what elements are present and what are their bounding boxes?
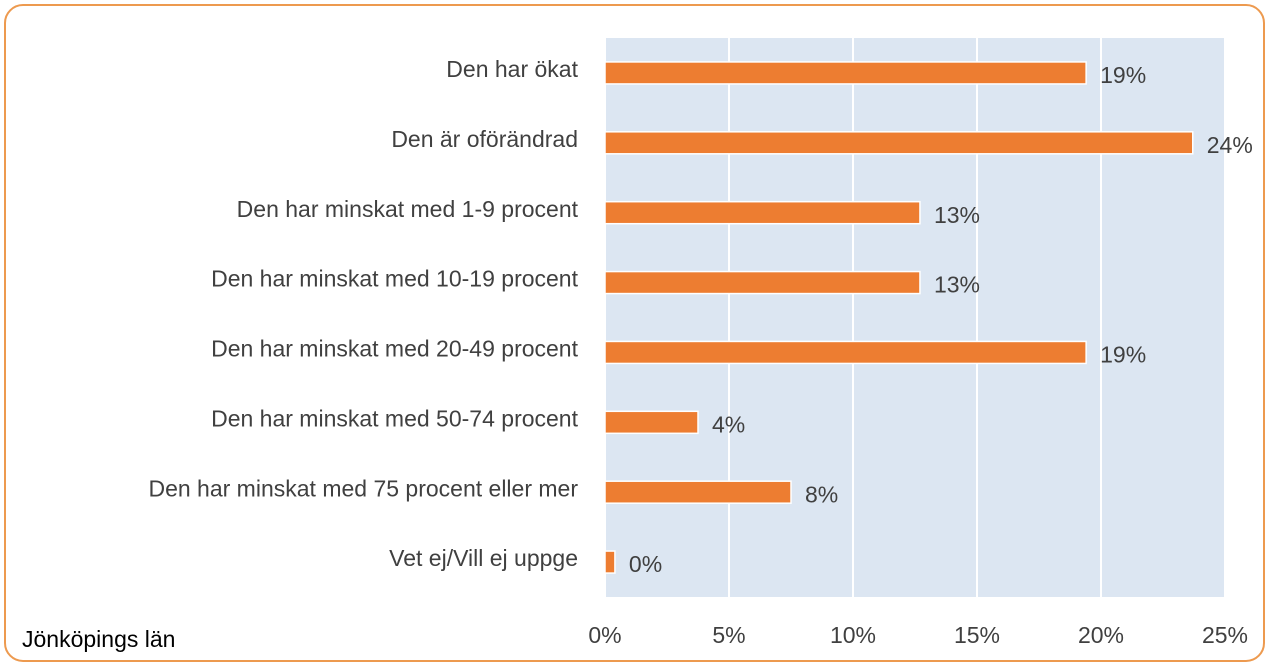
data-label: 13% xyxy=(934,272,980,298)
bar xyxy=(604,61,1087,85)
x-tick-label: 5% xyxy=(712,622,745,648)
data-label: 0% xyxy=(629,551,662,577)
plot-area xyxy=(605,38,1225,597)
y-tick-label: Vet ej/Vill ej uppge xyxy=(389,545,578,571)
y-tick-label: Den är oförändrad xyxy=(391,126,578,152)
data-label: 13% xyxy=(934,202,980,228)
data-label: 8% xyxy=(805,481,838,507)
bar xyxy=(604,270,921,295)
data-label: 19% xyxy=(1100,62,1146,88)
bar xyxy=(604,340,1087,365)
x-tick-label: 20% xyxy=(1078,622,1124,648)
y-tick-label: Den har minskat med 1-9 procent xyxy=(237,196,579,222)
y-tick-label: Den har minskat med 50-74 procent xyxy=(211,405,579,431)
bar xyxy=(604,480,792,504)
data-label: 24% xyxy=(1207,132,1253,158)
x-tick-label: 15% xyxy=(954,622,1000,648)
x-tick-label: 25% xyxy=(1202,622,1248,648)
bar xyxy=(604,131,1194,155)
bar xyxy=(604,550,616,574)
footnote: Jönköpings län xyxy=(22,626,175,652)
y-tick-label: Den har minskat med 75 procent eller mer xyxy=(148,475,578,501)
x-tick-label: 0% xyxy=(588,622,621,648)
data-label: 19% xyxy=(1100,342,1146,368)
y-tick-label: Den har minskat med 20-49 procent xyxy=(211,336,579,362)
x-tick-label: 10% xyxy=(830,622,876,648)
bar xyxy=(604,410,699,435)
y-tick-label: Den har ökat xyxy=(446,56,578,82)
bar xyxy=(604,200,921,225)
y-tick-label: Den har minskat med 10-19 procent xyxy=(211,266,579,292)
data-label: 4% xyxy=(712,411,745,437)
